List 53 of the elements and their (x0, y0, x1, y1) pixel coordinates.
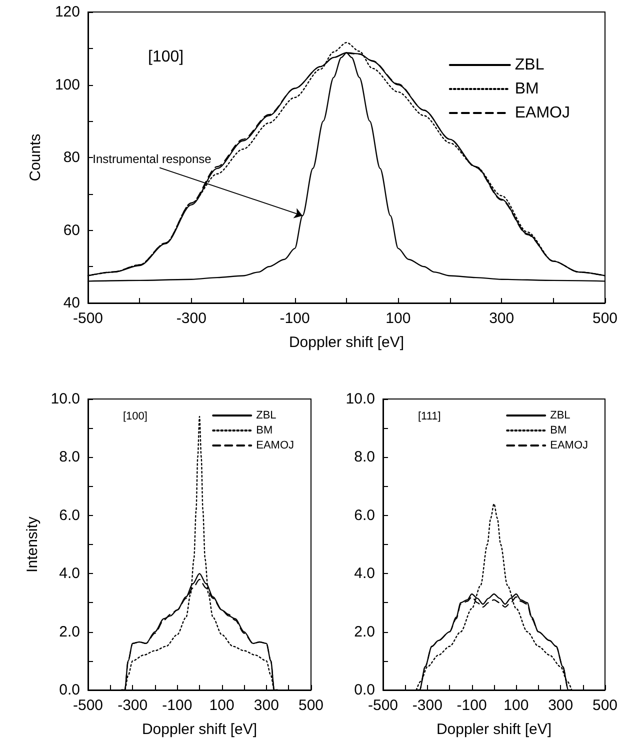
x-axis-title: Doppler shift [eV] (288, 334, 404, 351)
y-tick-label: 60 (63, 222, 80, 239)
annotation: [111] (418, 410, 441, 422)
x-tick-label: 500 (592, 310, 618, 327)
y-tick-label: 80 (63, 149, 80, 166)
y-tick-label: 2.0 (354, 623, 375, 640)
x-tick-label: 300 (254, 697, 279, 714)
x-tick-label: -100 (456, 697, 487, 714)
annotation: Instrumental response (92, 152, 212, 166)
annotation: [100] (123, 410, 148, 422)
y-tick-label: 6.0 (59, 506, 80, 524)
y-tick-label: 120 (54, 4, 80, 20)
x-tick-label: -100 (162, 697, 192, 714)
x-tick-label: 100 (386, 310, 411, 327)
x-tick-label: 100 (209, 697, 234, 714)
x-tick-label: 500 (592, 697, 618, 714)
legend-label: EAMOJ (514, 104, 570, 122)
x-tick-label: -100 (280, 310, 310, 327)
y-tick-label: 8.0 (354, 448, 375, 466)
y-tick-label: 2.0 (59, 623, 80, 640)
y-tick-label: 0.0 (59, 682, 80, 698)
y-axis-title: Intensity (24, 516, 41, 572)
y-tick-label: 4.0 (59, 565, 80, 582)
y-tick-label: 100 (54, 76, 80, 94)
legend-label: BM (256, 424, 273, 436)
y-tick-label: 0.0 (354, 682, 375, 698)
x-tick-label: -500 (368, 697, 398, 714)
x-tick-label: 300 (548, 697, 574, 714)
x-tick-label: -500 (72, 310, 104, 327)
annotation: [100] (148, 48, 184, 66)
legend-label: ZBL (550, 410, 570, 422)
x-tick-label: 500 (298, 697, 324, 714)
legend-label: EAMOJ (550, 440, 588, 452)
y-tick-label: 40 (63, 294, 80, 312)
x-tick-label: 100 (504, 697, 529, 714)
legend-label: BM (550, 424, 567, 436)
x-tick-label: 300 (489, 310, 514, 327)
y-tick-label: 4.0 (354, 565, 375, 582)
x-tick-label: -300 (412, 697, 442, 714)
y-tick-label: 6.0 (354, 506, 375, 524)
y-tick-label: 8.0 (59, 448, 80, 466)
legend-label: EAMOJ (256, 440, 294, 452)
x-tick-label: -300 (176, 310, 206, 327)
legend-label: ZBL (514, 56, 544, 74)
x-axis-title: Doppler shift [eV] (142, 721, 258, 738)
y-axis-title: Counts (27, 134, 44, 182)
legend-label: BM (514, 80, 539, 98)
legend-label: ZBL (256, 410, 276, 422)
y-tick-label: 10.0 (50, 390, 80, 408)
x-axis-title: Doppler shift [eV] (436, 721, 552, 738)
x-tick-label: -500 (72, 697, 104, 714)
x-tick-label: -300 (118, 697, 148, 714)
y-tick-label: 10.0 (346, 390, 375, 408)
